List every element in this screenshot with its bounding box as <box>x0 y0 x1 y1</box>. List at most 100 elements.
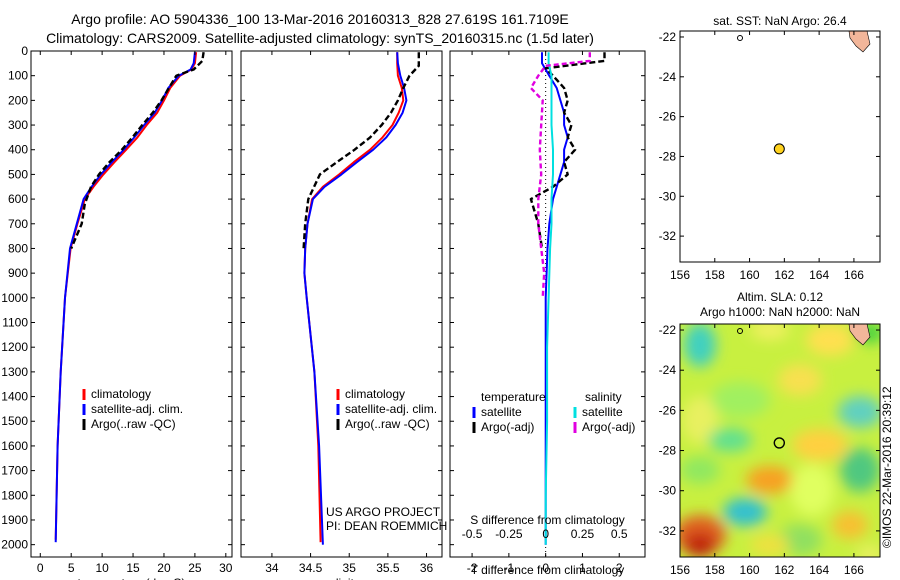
diff-series-3 <box>529 52 591 298</box>
depth-tick-label: 400 <box>8 143 28 157</box>
sla-heatmap <box>680 324 880 557</box>
float-position-marker <box>773 143 785 155</box>
temp-series-0 <box>54 52 198 540</box>
sal-tick-label: 35.5 <box>376 561 400 575</box>
depth-tick-label: 1700 <box>1 464 28 478</box>
sst-map-title: sat. SST: NaN Argo: 26.4 <box>713 14 847 28</box>
sla-map-lat-label: -26 <box>659 403 677 417</box>
sla-map-lat-label: -30 <box>659 484 677 498</box>
sla-blob <box>684 533 716 557</box>
temperature-axis-label: temperature (deg C) <box>77 576 185 580</box>
depth-tick-label: 1500 <box>1 414 28 428</box>
salinity-axis-label: salinity <box>323 576 360 580</box>
sst-map-lat-label: -24 <box>659 70 677 84</box>
sdiff-tick-label: 0 <box>542 527 549 541</box>
sst-map-lon-label: 166 <box>844 268 864 282</box>
land-new-caledonia <box>848 324 871 346</box>
legend-salinity-entry: Argo(-adj) <box>582 420 635 434</box>
depth-tick-label: 1400 <box>1 390 28 404</box>
legend-temperature-entry: satellite <box>481 405 522 419</box>
sla-blob <box>806 324 854 356</box>
depth-tick-label: 2000 <box>1 538 28 552</box>
sla-blob <box>708 428 752 452</box>
sla-blob <box>680 456 720 484</box>
sal-tick-label: 34 <box>265 561 279 575</box>
tdiff-tick-label: 1 <box>579 561 586 575</box>
sal-legend-entry: climatology <box>345 387 405 401</box>
diff-series-0 <box>541 52 569 545</box>
sla-map-lat-label: -22 <box>659 323 677 337</box>
plot-title-line1: Argo profile: AO 5904336_100 13-Mar-2016… <box>71 11 569 27</box>
temp-tick-label: 10 <box>95 561 109 575</box>
sla-blob <box>682 396 718 444</box>
tdiff-tick-label: -1 <box>504 561 515 575</box>
sla-map-lat-label: -28 <box>659 444 677 458</box>
sla-map-lon-label: 160 <box>740 563 760 577</box>
difference-axes-frame <box>449 50 646 558</box>
sla-blob <box>746 466 794 494</box>
sal-legend-entry: Argo(..raw -QC) <box>345 417 430 431</box>
sla-map-frame <box>679 323 881 558</box>
sla-map-lon-label: 164 <box>809 563 829 577</box>
pi-name-label: PI: DEAN ROEMMICH <box>326 519 447 533</box>
diff-series-2 <box>544 52 554 545</box>
sla-blob <box>778 364 822 396</box>
legend-temperature-title: temperature <box>481 390 546 404</box>
imos-credit: ©IMOS 22-Mar-2016 20:39:12 <box>880 386 894 548</box>
sla-blob <box>750 535 790 555</box>
sla-blob <box>840 448 880 492</box>
depth-tick-label: 1800 <box>1 488 28 502</box>
sst-map-lat-label: -32 <box>659 229 677 243</box>
float-position-marker <box>773 437 786 449</box>
sla-map-lon-label: 156 <box>670 563 690 577</box>
us-argo-project-label: US ARGO PROJECT <box>326 505 441 519</box>
sal-series-2 <box>302 52 420 249</box>
sdiff-tick-label: -0.5 <box>462 527 483 541</box>
sal-tick-label: 36 <box>420 561 434 575</box>
sal-tick-label: 34.5 <box>299 561 323 575</box>
plot-title-line2: Climatology: CARS2009. Satellite-adjuste… <box>46 30 594 46</box>
sst-map-lon-label: 158 <box>705 268 725 282</box>
sdiff-tick-label: -0.25 <box>495 527 523 541</box>
sla-blob <box>792 429 848 461</box>
depth-tick-label: 1900 <box>1 513 28 527</box>
sla-blob <box>750 324 790 340</box>
temp-legend-entry: satellite-adj. clim. <box>91 402 183 416</box>
sal-series-1 <box>303 52 408 545</box>
sst-map-lat-label: -22 <box>659 30 677 44</box>
legend-temperature-entry: Argo(-adj) <box>481 420 534 434</box>
temp-tick-label: 20 <box>157 561 171 575</box>
sla-map-title: Altim. SLA: 0.12 <box>737 290 823 304</box>
sst-map-lon-label: 160 <box>740 268 760 282</box>
depth-tick-label: 100 <box>8 69 28 83</box>
depth-tick-label: 500 <box>8 167 28 181</box>
sla-blob <box>790 464 834 516</box>
t-difference-axis-label: T difference from climatology <box>471 563 625 577</box>
sla-map-lon-label: 166 <box>844 563 864 577</box>
tdiff-tick-label: -2 <box>467 561 478 575</box>
temp-series-1 <box>54 52 196 543</box>
legend-salinity-title: salinity <box>585 390 622 404</box>
depth-tick-label: 1200 <box>1 340 28 354</box>
depth-tick-label: 600 <box>8 192 28 206</box>
temp-tick-label: 15 <box>126 561 140 575</box>
s-difference-axis-label: S difference from climatology <box>470 513 625 527</box>
temperature-axes-frame <box>30 50 233 558</box>
sla-blob <box>856 545 880 557</box>
depth-tick-label: 200 <box>8 93 28 107</box>
diff-series-1 <box>529 52 606 249</box>
tdiff-tick-label: 2 <box>616 561 623 575</box>
island-marker <box>737 328 743 334</box>
depth-tick-label: 1100 <box>2 316 28 330</box>
sst-map-lon-label: 162 <box>774 268 794 282</box>
sla-map-subtitle: Argo h1000: NaN h2000: NaN <box>700 305 860 319</box>
sla-field-blobs <box>680 324 880 557</box>
depth-tick-label: 300 <box>8 118 28 132</box>
temp-tick-label: 25 <box>188 561 202 575</box>
sst-map-lon-label: 156 <box>670 268 690 282</box>
temp-legend-entry: Argo(..raw -QC) <box>91 417 176 431</box>
depth-tick-label: 700 <box>8 217 28 231</box>
temp-series-2 <box>70 52 205 249</box>
sdiff-tick-label: 0.5 <box>611 527 628 541</box>
sal-tick-label: 35 <box>343 561 357 575</box>
